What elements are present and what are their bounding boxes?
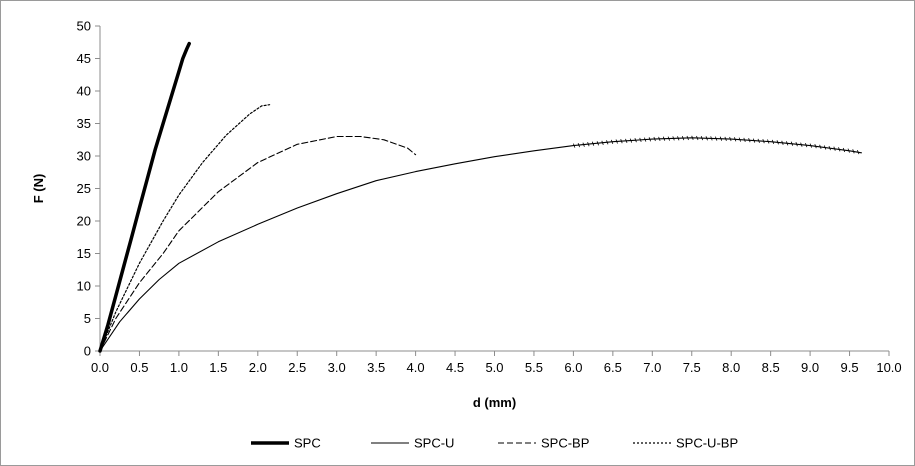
x-tick-label: 6.0 [564,360,582,375]
x-tick-label: 9.5 [841,360,859,375]
axes: 0 5 10 15 20 25 30 35 40 45 50 0.0 0.5 1.0 1.5 2.0 2.5 3.… [77,19,902,376]
y-tick-label: 40 [77,84,91,99]
series-line-spc-bp [99,135,417,352]
x-tick-label: 10.0 [876,360,901,375]
x-axis-title: d (mm) [473,395,516,410]
y-tick-label: 45 [77,51,91,66]
legend-label-spc-u-bp: SPC-U-BP [676,436,738,451]
y-tick-label: 0 [84,344,91,359]
x-tick-label: 2.5 [288,360,306,375]
x-tick-label: 3.0 [328,360,346,375]
x-tick-label: 8.5 [762,360,780,375]
series-line-spc [98,41,191,353]
x-tick-label: 9.0 [801,360,819,375]
x-tick-label: 1.5 [209,360,227,375]
x-tick-label: 7.0 [643,360,661,375]
y-axis-title: F (N) [31,174,46,204]
y-tick-label: 10 [77,279,91,294]
legend-label-spc-bp: SPC-BP [541,436,589,451]
x-tick-label: 7.5 [683,360,701,375]
x-tick-label: 4.5 [446,360,464,375]
y-tick-label: 15 [77,246,91,261]
x-tick-label: 0.0 [91,360,109,375]
x-tick-label: 8.0 [722,360,740,375]
y-tick-label: 35 [77,116,91,131]
y-tick-label: 30 [77,149,91,164]
x-tick-label: 5.5 [525,360,543,375]
y-tick-label: 5 [84,311,91,326]
y-tick-label: 25 [77,181,91,196]
x-tick-label: 6.5 [604,360,622,375]
legend-label-spc: SPC [294,436,321,451]
x-tick-label: 0.5 [130,360,148,375]
x-tick-label: 3.5 [367,360,385,375]
y-tick-label: 20 [77,214,91,229]
x-tick-label: 2.0 [249,360,267,375]
series-layer [98,41,862,353]
y-tick-label: 50 [77,19,91,34]
series-line-spc-u [99,137,862,352]
x-tick-label: 5.0 [485,360,503,375]
series-jitter-spc-u [573,135,860,155]
x-tick-label: 1.0 [170,360,188,375]
legend-label-spc-u: SPC-U [414,436,454,451]
x-tick-label: 4.0 [407,360,425,375]
legend: SPC SPC-U SPC-BP SPC-U-BP [251,436,738,451]
series-line-spc-u-bp [99,104,271,352]
